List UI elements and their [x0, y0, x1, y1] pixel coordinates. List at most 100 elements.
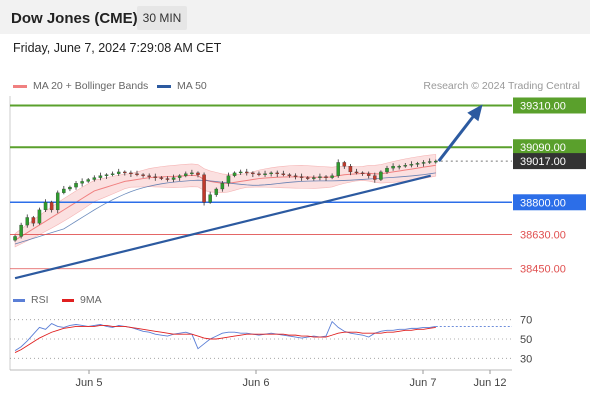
rsi-line	[14, 320, 436, 351]
credit-text: Research © 2024 Trading Central	[423, 80, 580, 92]
rsi-tick-label: 70	[520, 315, 532, 327]
rsi-label: RSI	[31, 294, 49, 306]
candle-body	[373, 175, 377, 180]
candle-body	[415, 163, 420, 165]
candle-body	[330, 175, 334, 178]
candle-body	[342, 162, 347, 167]
candle-body	[403, 165, 408, 167]
candle-body	[287, 174, 292, 176]
candle-body	[391, 166, 395, 169]
candle-body	[281, 173, 286, 175]
candle-body	[123, 171, 127, 174]
candle-body	[141, 174, 145, 176]
candle-body	[25, 217, 29, 226]
candle-body	[366, 173, 371, 176]
legend-ma50: MA 50	[157, 80, 207, 92]
trendline	[14, 174, 432, 280]
candle-body	[116, 171, 121, 174]
ma20-label: MA 20 + Bollinger Bands	[33, 80, 149, 92]
candle-body	[184, 173, 188, 176]
candle-body	[305, 177, 310, 179]
candle-body	[49, 202, 54, 211]
candle-body	[177, 175, 182, 178]
rsi-tick-label: 50	[520, 334, 532, 346]
candle-body	[348, 166, 353, 173]
level-tag-resistance	[513, 97, 586, 114]
ma9-label: 9MA	[80, 294, 102, 306]
level-tag-support	[513, 194, 586, 211]
candle-body	[104, 174, 109, 176]
candle-body	[208, 194, 212, 203]
level-label: 39090.00	[520, 142, 566, 154]
candle-body	[62, 188, 66, 193]
legend-9ma: 9MA	[62, 294, 102, 306]
rsi-swatch	[13, 298, 25, 302]
level-label: 39310.00	[520, 100, 566, 112]
candle-body	[421, 162, 426, 164]
rsi-tick-label: 30	[520, 353, 532, 365]
candle-body	[68, 186, 72, 190]
candle-body	[397, 166, 401, 168]
timestamp: Friday, June 7, 2024 7:29:08 AM CET	[13, 41, 222, 55]
rsi-ma9-line	[14, 325, 436, 353]
level-label: 38800.00	[520, 197, 566, 209]
candle-body	[269, 172, 273, 175]
candle-body	[165, 178, 170, 180]
legend-rsi: RSI	[13, 294, 49, 306]
candle-body	[153, 176, 158, 178]
candle-body	[257, 173, 261, 175]
candle-body	[196, 172, 200, 175]
candle-body	[214, 188, 219, 195]
candle-body	[232, 172, 237, 176]
ma50-label: MA 50	[177, 80, 207, 92]
instrument-title: Dow Jones (CME)	[11, 10, 138, 27]
header-bar: Dow Jones (CME) 30 MIN	[0, 0, 590, 34]
level-tag-current	[513, 153, 586, 170]
ma50-line	[14, 172, 436, 245]
candle-body	[202, 174, 206, 203]
time-tick-label: Jun 12	[473, 377, 506, 389]
time-tick-label: Jun 5	[76, 377, 103, 389]
candle-body	[336, 162, 340, 176]
candle-body	[80, 181, 84, 184]
candle-body	[110, 173, 115, 175]
candle-body	[31, 217, 36, 224]
candle-body	[379, 171, 383, 180]
candle-body	[263, 173, 267, 175]
candle-body	[129, 172, 133, 175]
level-label: 38450.00	[520, 264, 566, 276]
candle-body	[427, 161, 432, 163]
candle-body	[220, 183, 225, 190]
candle-body	[409, 164, 414, 166]
candle-body	[190, 172, 194, 175]
candle-body	[86, 179, 90, 182]
candle-body	[312, 177, 316, 179]
level-tag-resistance	[513, 139, 586, 156]
ma50-swatch	[157, 84, 171, 88]
candle-body	[385, 167, 389, 173]
candle-body	[74, 183, 78, 188]
time-tick-label: Jun 7	[410, 377, 437, 389]
candle-body	[293, 175, 298, 177]
projection-arrow-head	[467, 104, 483, 122]
legend-ma20: MA 20 + Bollinger Bands	[13, 80, 148, 92]
candle-body	[360, 172, 365, 175]
ma20-line	[14, 164, 436, 241]
candle-body	[251, 172, 255, 175]
candle-body	[171, 177, 176, 180]
level-label: 38630.00	[520, 230, 566, 242]
candle-body	[245, 171, 249, 174]
candle-body	[434, 160, 438, 163]
candle-body	[135, 173, 139, 175]
candle-body	[318, 176, 322, 178]
level-label: 39017.00	[520, 156, 566, 168]
candle-body	[275, 172, 279, 175]
interval-button[interactable]: 30 MIN	[137, 6, 187, 30]
candle-body	[226, 175, 231, 184]
candle-body	[13, 236, 17, 241]
candle-body	[324, 176, 328, 178]
candle-body	[147, 175, 151, 177]
candle-body	[37, 209, 42, 224]
candle-body	[98, 175, 103, 178]
